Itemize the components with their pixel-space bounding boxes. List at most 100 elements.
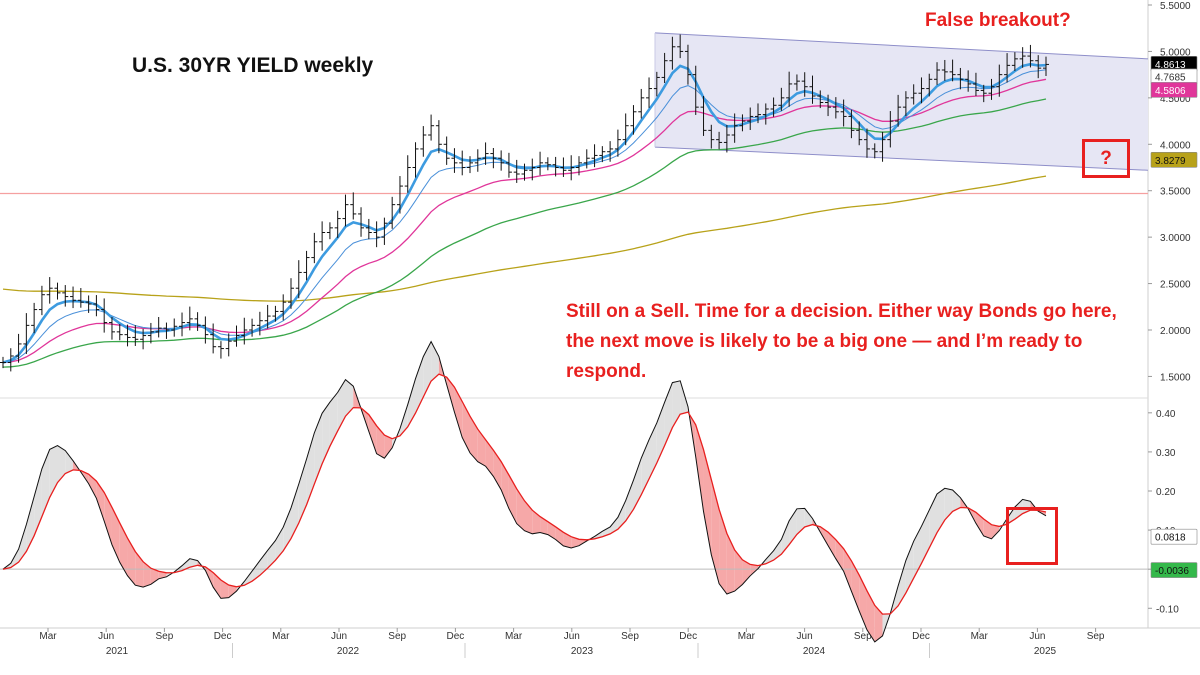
osc-fill-62 xyxy=(477,429,486,467)
xtick-label-15: Dec xyxy=(912,631,930,642)
year-label-2024: 2024 xyxy=(803,646,826,657)
osc-ytick-label-0: -0.10 xyxy=(1156,604,1179,615)
osc-fill-43 xyxy=(329,392,338,447)
osc-fill-90 xyxy=(695,424,704,512)
osc-ytick-label-4: 0.30 xyxy=(1156,448,1176,459)
xtick-label-3: Dec xyxy=(214,631,232,642)
channel-lower-line xyxy=(654,146,1149,171)
badge-price-text: 4.8613 xyxy=(1155,60,1186,71)
osc-fill-121 xyxy=(937,488,945,533)
osc-fill-3 xyxy=(18,524,27,563)
osc-fill-48 xyxy=(368,414,377,454)
osc-fill-35 xyxy=(267,540,276,569)
osc-fill-108 xyxy=(835,539,844,572)
osc-fill-40 xyxy=(306,432,315,505)
year-label-2025: 2025 xyxy=(1034,646,1057,657)
badge-osc-bg xyxy=(1150,528,1198,545)
osc-fill-14 xyxy=(104,492,112,545)
price-ytick-label-1: 2.0000 xyxy=(1160,326,1191,337)
oscillator-highlight-box xyxy=(1006,507,1058,565)
osc-fill-65 xyxy=(501,461,509,509)
osc-fill-119 xyxy=(921,510,930,564)
year-label-2022: 2022 xyxy=(337,646,360,657)
osc-fill-132 xyxy=(1022,499,1031,514)
osc-fill-67 xyxy=(516,488,525,531)
osc-fill-29 xyxy=(220,579,229,599)
osc-fill-64 xyxy=(493,450,502,490)
osc-fill-81 xyxy=(625,480,634,522)
osc-fill-94 xyxy=(726,533,735,595)
osc-fill-69 xyxy=(532,510,541,534)
osc-fill-111 xyxy=(859,575,867,630)
osc-fill-4 xyxy=(26,496,35,552)
osc-fill-17 xyxy=(127,538,136,586)
xtick-label-0: Mar xyxy=(39,631,57,642)
osc-fill-59 xyxy=(454,387,463,438)
badge-osc-text: 0.0818 xyxy=(1155,533,1186,544)
osc-fill-54 xyxy=(415,356,424,414)
channel-upper-line xyxy=(654,32,1149,60)
oscillator-line xyxy=(2,340,1047,643)
badge-mid-text: 4.5806 xyxy=(1155,86,1186,97)
osc-fill-91 xyxy=(703,449,712,555)
osc-fill-37 xyxy=(283,507,291,551)
osc-fill-123 xyxy=(952,489,961,512)
xtick-label-17: Jun xyxy=(1029,631,1045,642)
osc-fill-13 xyxy=(96,481,105,522)
osc-fill-88 xyxy=(680,380,688,415)
osc-fill-85 xyxy=(656,402,665,463)
xtick-label-2: Sep xyxy=(156,631,174,642)
xtick-label-11: Dec xyxy=(679,631,697,642)
badge-long-text: 3.8279 xyxy=(1155,156,1186,167)
osc-fill-103 xyxy=(796,508,805,535)
price-ytick-label-4: 3.5000 xyxy=(1160,187,1191,198)
osc-fill-55 xyxy=(423,341,432,397)
price-ytick-label-2: 2.5000 xyxy=(1160,280,1191,291)
osc-fill-116 xyxy=(898,560,906,606)
osc-fill-84 xyxy=(649,422,657,479)
osc-fill-16 xyxy=(119,523,128,576)
chart-title: U.S. 30YR YIELD weekly xyxy=(132,54,374,77)
xtick-label-1: Jun xyxy=(98,631,114,642)
price-bars xyxy=(0,34,1049,372)
osc-fill-30 xyxy=(228,585,237,598)
ema-long-line xyxy=(2,175,1047,302)
osc-fill-50 xyxy=(384,435,393,459)
xtick-label-7: Dec xyxy=(447,631,465,642)
osc-fill-109 xyxy=(843,548,852,592)
osc-fill-102 xyxy=(789,508,797,545)
osc-fill-58 xyxy=(446,377,455,412)
osc-fill-120 xyxy=(929,494,938,549)
osc-fill-53 xyxy=(407,378,416,427)
osc-fill-9 xyxy=(65,450,74,474)
osc-ytick-label-5: 0.40 xyxy=(1156,409,1176,420)
badge-long-bg xyxy=(1150,151,1198,168)
osc-fill-128 xyxy=(991,524,1000,539)
xtick-label-6: Sep xyxy=(388,631,406,642)
year-label-2023: 2023 xyxy=(571,646,594,657)
xtick-label-18: Sep xyxy=(1087,631,1105,642)
osc-fill-39 xyxy=(298,458,307,523)
osc-fill-49 xyxy=(376,425,385,459)
osc-fill-61 xyxy=(470,416,478,462)
xtick-label-8: Mar xyxy=(505,631,523,642)
osc-fill-52 xyxy=(399,404,408,436)
osc-fill-110 xyxy=(851,560,860,611)
osc-fill-25 xyxy=(189,558,198,568)
osc-fill-96 xyxy=(742,559,751,585)
badge-signal-text: -0.0036 xyxy=(1155,566,1189,577)
osc-fill-44 xyxy=(337,379,346,431)
xtick-label-10: Sep xyxy=(621,631,639,642)
xtick-label-4: Mar xyxy=(272,631,290,642)
price-ytick-label-0: 1.5000 xyxy=(1160,372,1191,383)
osc-fill-104 xyxy=(804,508,813,527)
xtick-label-14: Sep xyxy=(854,631,872,642)
badge-signal-bg xyxy=(1150,562,1198,578)
commentary-annotation: Still on a Sell. Time for a decision. Ei… xyxy=(566,301,1117,382)
osc-fill-41 xyxy=(314,413,323,485)
osc-fill-7 xyxy=(49,445,58,498)
xtick-label-5: Jun xyxy=(331,631,347,642)
osc-fill-63 xyxy=(485,439,494,477)
osc-fill-112 xyxy=(866,590,875,642)
